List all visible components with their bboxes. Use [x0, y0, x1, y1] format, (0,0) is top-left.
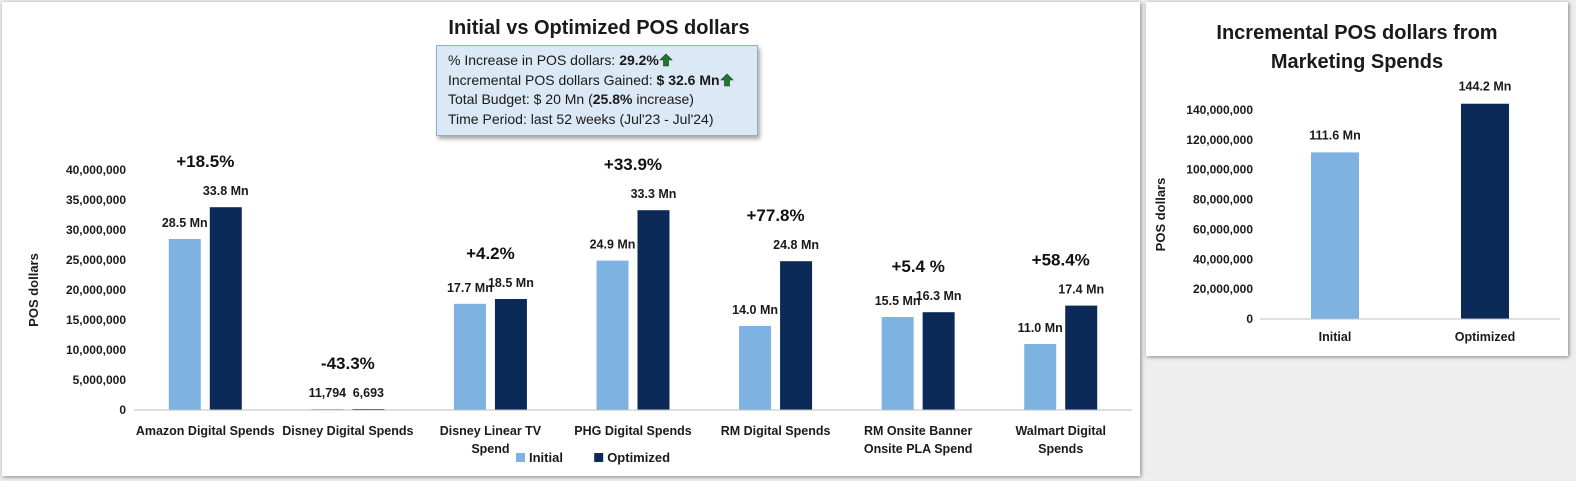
info-line-incremental: Incremental POS dollars Gained: $ 32.6 M… [448, 71, 757, 91]
pct-change-label: +5.4 % [891, 257, 944, 276]
y-tick-label: 0 [1246, 312, 1253, 326]
y-tick-label: 40,000,000 [66, 163, 126, 177]
info-incremental-label: Incremental POS dollars Gained: [448, 71, 657, 88]
y-tick-label: 20,000,000 [66, 283, 126, 297]
info-increase-label: % Increase in POS dollars: [448, 52, 620, 68]
data-label: 33.8 Mn [203, 184, 249, 198]
bar-optimized [1461, 103, 1509, 319]
y-tick-label: 15,000,000 [66, 313, 126, 327]
bar-initial [168, 239, 201, 410]
legend-label-optimized: Optimized [607, 450, 670, 465]
legend-swatch-initial [516, 453, 525, 462]
pct-change-label: -43.3% [321, 354, 375, 373]
data-label: 6,693 [353, 386, 384, 400]
pct-change-label: +4.2% [466, 244, 515, 263]
bar-optimized [494, 299, 527, 410]
data-label: 16.3 Mn [916, 289, 962, 303]
y-tick-label: 5,000,000 [73, 373, 127, 387]
x-category-label: Spends [1038, 442, 1083, 456]
info-incremental-value: $ 32.6 Mn [656, 71, 720, 88]
info-line-budget: Total Budget: $ 20 Mn (25.8% increase) [448, 90, 757, 110]
summary-info-box: % Increase in POS dollars: 29.2% Increme… [436, 45, 758, 136]
bar-optimized [209, 207, 242, 410]
data-label: 11,794 [309, 386, 347, 400]
data-label: 33.3 Mn [631, 187, 677, 201]
y-tick-label: 0 [119, 403, 126, 417]
y-tick-label: 40,000,000 [1193, 252, 1253, 266]
bar-initial [1311, 152, 1359, 319]
data-label: 17.7 Mn [447, 281, 493, 295]
x-category-label: RM Onsite Banner [864, 424, 972, 438]
data-label: 24.9 Mn [590, 238, 636, 252]
x-category-label: RM Digital Spends [721, 424, 831, 438]
data-label: 144.2 Mn [1459, 80, 1512, 94]
data-label: 18.5 Mn [488, 276, 534, 290]
chart-title: Incremental POS dollars from [1216, 22, 1497, 44]
bar-initial [881, 317, 914, 410]
chart-title: Marketing Spends [1271, 51, 1443, 73]
y-axis-title: POS dollars [26, 253, 41, 327]
chart-title: Initial vs Optimized POS dollars [448, 17, 749, 39]
y-tick-label: 25,000,000 [66, 253, 126, 267]
info-line-increase: % Increase in POS dollars: 29.2% [448, 51, 757, 71]
y-tick-label: 120,000,000 [1186, 133, 1253, 147]
x-category-label: Initial [1319, 330, 1352, 344]
initial-vs-optimized-chart: Initial vs Optimized POS dollars 0 5,000,0… [26, 17, 1132, 465]
up-arrow-icon [659, 53, 673, 67]
y-axis-title: POS dollars [1153, 178, 1168, 252]
info-increase-value: 29.2% [619, 52, 659, 68]
x-category-label: Walmart Digital [1015, 424, 1106, 438]
y-tick-label: 60,000,000 [1193, 222, 1253, 236]
x-category-label: Optimized [1455, 330, 1515, 344]
data-label: 17.4 Mn [1058, 283, 1104, 297]
y-tick-label: 140,000,000 [1186, 103, 1253, 117]
pct-change-label: +33.9% [604, 155, 662, 174]
info-line-period: Time Period: last 52 weeks (Jul'23 - Jul… [448, 110, 757, 130]
info-budget-suffix: increase) [632, 91, 694, 107]
x-category-label: Amazon Digital Spends [136, 424, 275, 438]
y-tick-label: 35,000,000 [66, 193, 126, 207]
up-arrow-icon [719, 73, 734, 86]
pct-change-label: +58.4% [1032, 251, 1090, 270]
data-label: 28.5 Mn [162, 216, 208, 230]
x-category-label: Spend [471, 442, 509, 456]
x-category-label: Disney Linear TV [440, 424, 542, 438]
data-label: 111.6 Mn [1309, 128, 1360, 142]
y-tick-label: 20,000,000 [1193, 282, 1253, 296]
x-category-label: Onsite PLA Spend [864, 442, 973, 456]
info-budget-value: 25.8% [592, 91, 633, 107]
y-tick-label: 80,000,000 [1193, 193, 1253, 207]
y-tick-label: 10,000,000 [66, 343, 126, 357]
y-tick-label: 100,000,000 [1186, 163, 1253, 177]
info-period-label: Time Period: last 52 weeks (Jul'23 - Jul… [448, 110, 714, 127]
bar-optimized [1065, 305, 1098, 410]
x-category-label: Disney Digital Spends [282, 424, 413, 438]
y-tick-label: 30,000,000 [66, 223, 126, 237]
incremental-chart-panel: Incremental POS dollars from Marketing Sp… [1146, 2, 1568, 356]
data-label: 11.0 Mn [1018, 321, 1063, 335]
bar-initial [453, 303, 486, 410]
main-chart-panel: Initial vs Optimized POS dollars 0 5,000,0… [2, 2, 1140, 476]
bar-initial [596, 260, 629, 410]
bar-optimized [922, 312, 955, 410]
bar-optimized [637, 210, 670, 410]
x-category-label: PHG Digital Spends [574, 424, 691, 438]
data-label: 15.5 Mn [875, 294, 921, 308]
legend-swatch-optimized [594, 453, 604, 462]
bar-initial [1024, 344, 1057, 410]
bar-initial [739, 326, 772, 410]
info-budget-label: Total Budget: $ 20 Mn ( [448, 91, 593, 107]
pct-change-label: +77.8% [747, 206, 805, 225]
incremental-pos-chart: Incremental POS dollars from Marketing Sp… [1153, 22, 1560, 344]
data-label: 24.8 Mn [773, 238, 819, 252]
legend-label-initial: Initial [529, 450, 563, 465]
bar-optimized [780, 261, 813, 410]
data-label: 14.0 Mn [732, 303, 778, 317]
pct-change-label: +18.5% [176, 152, 234, 171]
